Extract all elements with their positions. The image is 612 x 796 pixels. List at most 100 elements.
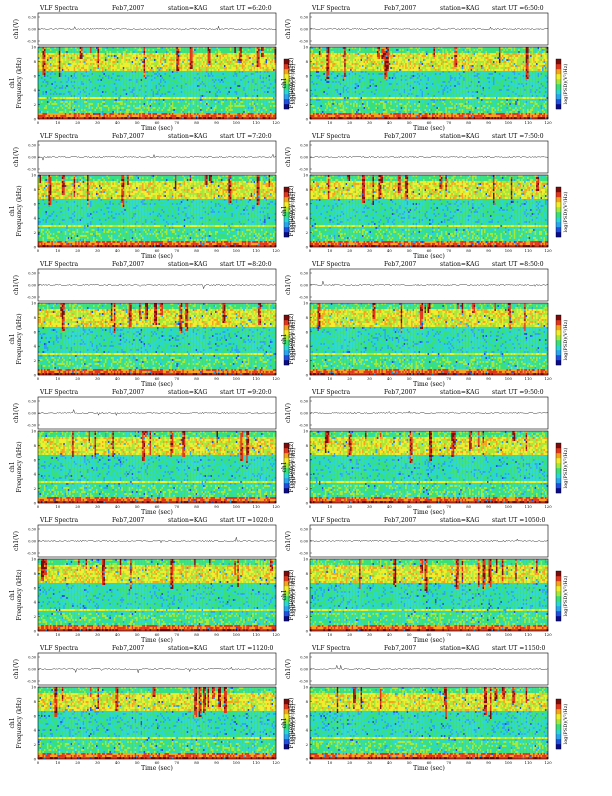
- spectrogram-cell: [163, 61, 165, 63]
- spectrogram-cell: [206, 65, 208, 67]
- spectrogram-cell: [208, 53, 210, 55]
- spectrogram-cell: [83, 55, 85, 57]
- spectrogram-cell: [218, 67, 220, 69]
- spectrogram-cell: [200, 59, 202, 61]
- spectrogram-cell: [154, 55, 156, 57]
- spectrogram-cell: [197, 67, 199, 69]
- spectrogram-cell: [74, 65, 76, 67]
- spectrogram-cell: [66, 65, 68, 67]
- spectrogram-cell: [157, 67, 159, 69]
- spectrogram-cell: [117, 63, 119, 65]
- spectrogram-cell: [65, 59, 67, 61]
- spectrogram-cell: [240, 57, 242, 59]
- spectrogram-cell: [96, 67, 98, 69]
- spectrogram-cell: [234, 47, 236, 49]
- spectrogram-cell: [154, 67, 156, 69]
- spectrogram-cell: [190, 63, 192, 65]
- spectrogram-cell: [261, 61, 263, 63]
- spectrogram-cell: [211, 67, 213, 69]
- spectrogram-cell: [68, 57, 70, 59]
- spectrogram-cell: [218, 59, 220, 61]
- spectrogram-cell: [176, 47, 178, 49]
- spectrogram-cell: [124, 57, 126, 59]
- spectrogram-cell: [236, 49, 238, 51]
- spectrogram-cell: [45, 65, 47, 67]
- spectrogram-cell: [59, 57, 61, 59]
- spectrogram-cell: [240, 59, 242, 61]
- spectrogram-cell: [80, 47, 82, 49]
- spectrogram-cell: [230, 51, 232, 53]
- spectrogram-cell: [123, 57, 125, 59]
- spectrogram-cell: [222, 65, 224, 67]
- spectrogram-cell: [234, 51, 236, 53]
- spectrogram-cell: [65, 65, 67, 67]
- spectrogram-cell: [138, 51, 140, 53]
- spectrogram-cell: [127, 57, 129, 59]
- spectrogram-cell: [47, 65, 49, 67]
- spectrogram-cell: [230, 53, 232, 55]
- spectrogram-cell: [166, 63, 168, 65]
- spectrogram-cell: [166, 59, 168, 61]
- spectrogram-cell: [60, 47, 62, 49]
- spectrogram-cell: [157, 59, 159, 61]
- spectrogram-cell: [151, 49, 153, 51]
- spectrogram-cell: [60, 51, 62, 53]
- spectrogram-cell: [62, 65, 64, 67]
- spectrogram-cell: [188, 67, 190, 69]
- spectrogram-cell: [170, 67, 172, 69]
- spectrogram-cell: [45, 55, 47, 57]
- spectrogram-cell: [127, 51, 129, 53]
- spectrogram-cell: [209, 51, 211, 53]
- spectrogram-cell: [106, 59, 108, 61]
- spectrogram-cell: [39, 55, 41, 57]
- spectrogram-cell: [199, 53, 201, 55]
- spectrogram-cell: [185, 65, 187, 67]
- spectrogram-cell: [222, 55, 224, 57]
- spectrogram-cell: [41, 59, 43, 61]
- spectrogram-cell: [264, 61, 266, 63]
- spectrogram-cell: [191, 59, 193, 61]
- spectrogram-cell: [54, 47, 56, 49]
- spectrogram-cell: [193, 47, 195, 49]
- spectrogram-cell: [254, 61, 256, 63]
- spectrogram-cell: [272, 61, 274, 63]
- spectrogram-cell: [115, 65, 117, 67]
- spectrogram-cell: [258, 63, 260, 65]
- spectrogram-cell: [48, 59, 50, 61]
- spectrogram-cell: [54, 57, 56, 59]
- spectrogram-cell: [227, 53, 229, 55]
- spectrogram-cell: [246, 65, 248, 67]
- spectrogram-cell: [167, 57, 169, 59]
- spectrogram-cell: [78, 51, 80, 53]
- spectrogram-cell: [179, 57, 181, 59]
- spectrogram-cell: [75, 59, 77, 61]
- spectrogram-cell: [108, 51, 110, 53]
- spectrogram-cell: [132, 51, 134, 53]
- spectrogram-cell: [71, 63, 73, 65]
- spectrogram-cell: [129, 67, 131, 69]
- spectrogram-cell: [193, 57, 195, 59]
- spectrogram-cell: [261, 47, 263, 49]
- spectrogram-cell: [211, 57, 213, 59]
- spectrogram-cell: [42, 57, 44, 59]
- spectrogram-cell: [62, 57, 64, 59]
- spectrogram-cell: [188, 51, 190, 53]
- spectrogram-cell: [153, 51, 155, 53]
- spectrogram-cell: [221, 53, 223, 55]
- spectrogram-cell: [66, 59, 68, 61]
- spectrogram-cell: [219, 65, 221, 67]
- spectrogram-cell: [231, 67, 233, 69]
- spectrogram-cell: [261, 53, 263, 55]
- spectrogram-cell: [218, 47, 220, 49]
- spectrogram-cell: [240, 65, 242, 67]
- spectrogram-cell: [59, 51, 61, 53]
- spectrogram-cell: [222, 51, 224, 53]
- spectrogram-cell: [151, 53, 153, 55]
- spectrogram-cell: [266, 51, 268, 53]
- spectrogram-cell: [81, 61, 83, 63]
- spectrogram-cell: [114, 65, 116, 67]
- spectrogram-cell: [144, 55, 146, 57]
- spectrogram-cell: [99, 55, 101, 57]
- spectrogram-cell: [41, 55, 43, 57]
- spectrogram-cell: [120, 67, 122, 69]
